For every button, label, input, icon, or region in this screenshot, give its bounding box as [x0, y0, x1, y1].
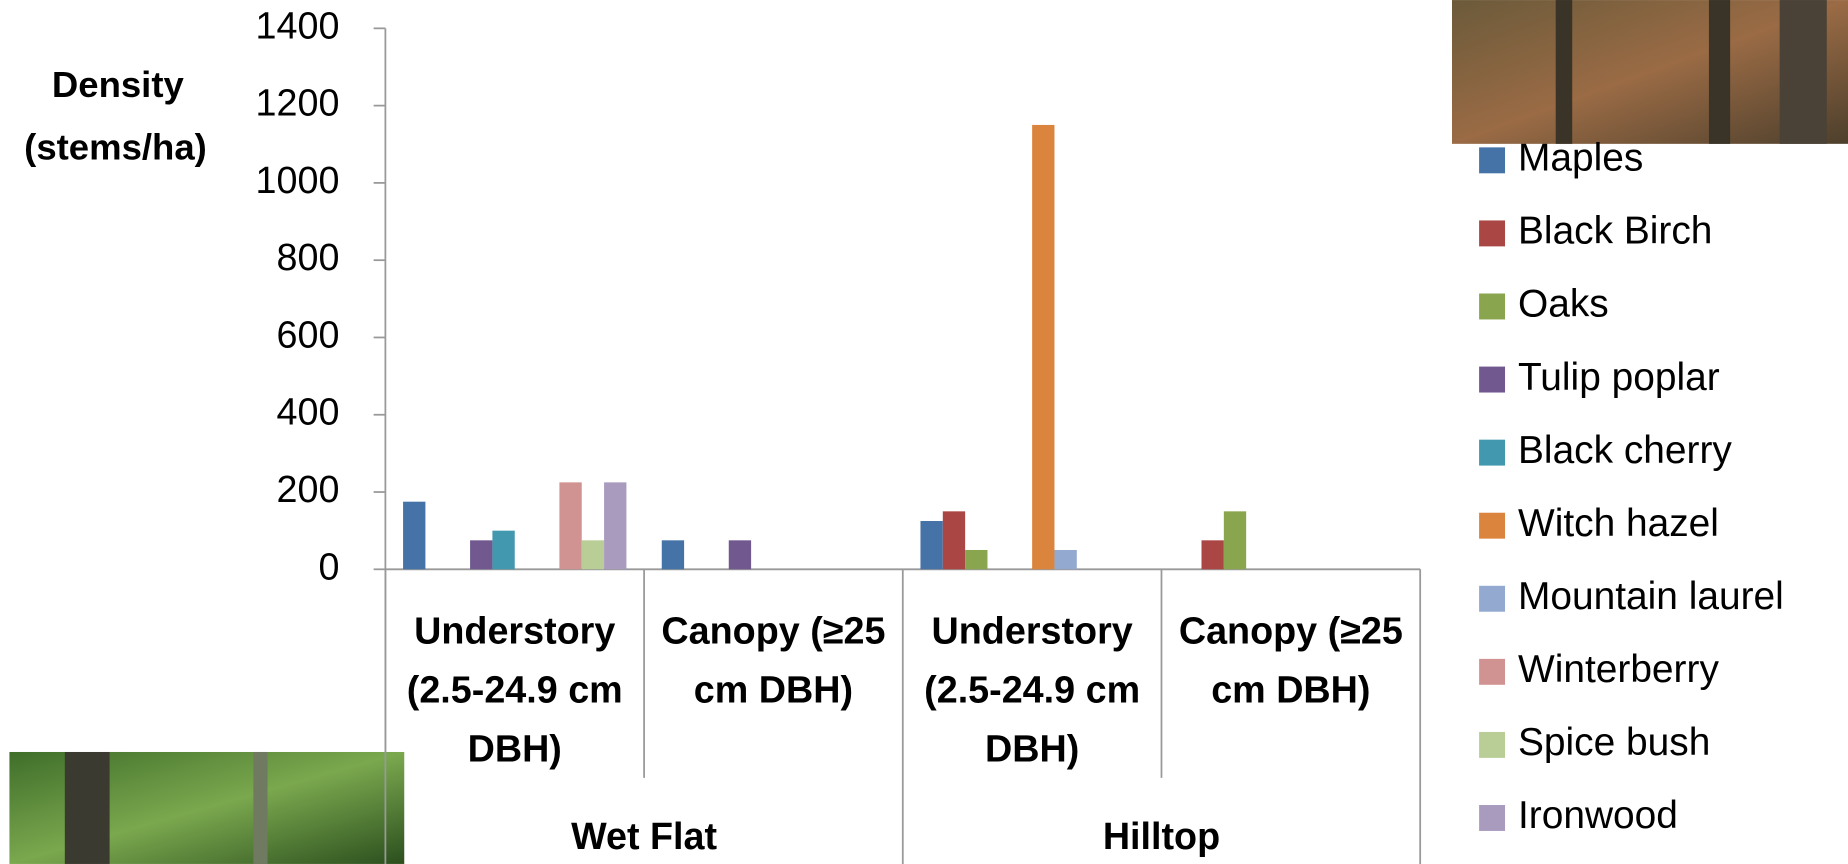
photo-tree [253, 751, 268, 864]
photo-tree [64, 751, 110, 864]
legend-swatch [1479, 658, 1506, 685]
legend-label: Witch hazel [1518, 502, 1719, 545]
legend-label: Mountain laurel [1518, 575, 1784, 618]
legend-swatch [1479, 805, 1506, 831]
x-tick-label: Understory (2.5-24.9 cm DBH) [924, 609, 1141, 770]
bar [604, 482, 627, 570]
bar [920, 521, 943, 570]
legend-label: Maples [1518, 137, 1643, 180]
legend-label: Winterberry [1518, 648, 1719, 691]
x-tick-label-box: Canopy (≥25 cm DBH) [1178, 609, 1403, 711]
legend-label: Spice bush [1518, 721, 1710, 764]
x-tick-label-box: Canopy (≥25 cm DBH) [661, 609, 886, 711]
x-tick-label: Canopy (≥25 cm DBH) [1178, 609, 1403, 711]
bar [1223, 511, 1247, 570]
group-label: Hilltop [1103, 815, 1220, 857]
x-tick-label-box: Understory (2.5-24.9 cm DBH) [924, 609, 1141, 770]
bar [942, 511, 966, 570]
y-tick-label: 1200 [256, 82, 340, 124]
legend-swatch [1479, 147, 1506, 174]
y-tick-label: 600 [277, 313, 340, 355]
legend-swatch [1479, 585, 1506, 612]
bar [661, 540, 685, 570]
photo-tree [1555, 0, 1573, 144]
y-axis-label: Density [52, 64, 185, 105]
bar [965, 549, 988, 570]
legend-label: Black Birch [1518, 210, 1712, 253]
legend-swatch [1479, 366, 1506, 393]
bar [559, 482, 582, 570]
photo-tree [1779, 0, 1827, 144]
legend-label: Oaks [1518, 283, 1609, 326]
y-tick-label: 0 [318, 545, 339, 587]
bar [403, 501, 426, 570]
legend-swatch [1479, 220, 1506, 247]
x-tick-label: Canopy (≥25 cm DBH) [661, 609, 886, 711]
bar [728, 540, 752, 570]
y-tick-label: 200 [277, 468, 340, 510]
y-tick-label: 400 [277, 391, 340, 433]
legend-swatch [1479, 731, 1506, 758]
legend-label: Tulip poplar [1518, 356, 1720, 399]
y-tick-label: 1400 [256, 4, 340, 46]
bar [1054, 549, 1077, 570]
x-tick-label: Understory (2.5-24.9 cm DBH) [406, 609, 623, 770]
bar [492, 530, 515, 570]
bar [470, 540, 493, 570]
legend-label: Black cherry [1518, 429, 1732, 472]
bar [1201, 540, 1224, 570]
bar [1032, 124, 1055, 570]
legend-swatch [1479, 293, 1506, 320]
y-tick-label: 800 [277, 236, 340, 278]
photo-tree [1708, 0, 1731, 144]
y-tick-label: 1000 [256, 159, 340, 201]
x-tick-label-box: Understory (2.5-24.9 cm DBH) [406, 609, 623, 770]
group-label: Wet Flat [571, 815, 717, 857]
legend-swatch [1479, 512, 1506, 539]
legend-label: Ironwood [1518, 794, 1678, 837]
legend-swatch [1479, 439, 1506, 466]
bar [581, 540, 605, 570]
y-axis-label: (stems/ha) [24, 126, 207, 167]
